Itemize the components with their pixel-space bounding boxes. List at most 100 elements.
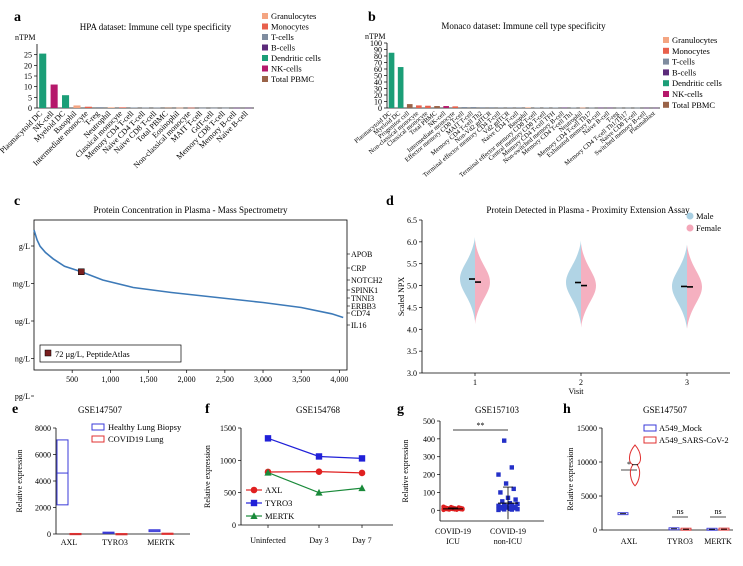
legend-label: COVID19 Lung bbox=[108, 434, 164, 444]
y-axis-label: Scaled NPX bbox=[397, 277, 406, 317]
legend-swatch bbox=[663, 58, 669, 65]
protein-marker-label: CD74 bbox=[351, 309, 370, 318]
bar bbox=[588, 107, 595, 109]
x-tick-label: 2,500 bbox=[216, 375, 234, 384]
bar bbox=[443, 106, 449, 108]
data-point bbox=[264, 435, 272, 442]
y-tick-label: 500 bbox=[423, 417, 435, 426]
bar bbox=[153, 107, 161, 109]
bar bbox=[643, 107, 650, 109]
chart-title: Protein Detected in Plasma - Proximity E… bbox=[486, 205, 690, 215]
y-tick-label: 10000 bbox=[577, 458, 597, 467]
y-tick-label: 5 bbox=[28, 93, 32, 102]
y-tick-label: pg/L bbox=[15, 392, 30, 401]
data-point bbox=[502, 502, 507, 508]
y-tick-label: 300 bbox=[423, 453, 435, 462]
bar bbox=[425, 105, 431, 108]
y-tick-label: 90 bbox=[374, 46, 382, 55]
panel-c-line-chart: Protein Concentration in Plasma - Mass S… bbox=[13, 205, 383, 401]
legend-swatch bbox=[262, 34, 268, 40]
x-tick-label: 2 bbox=[579, 378, 583, 387]
y-tick-label: 4.5 bbox=[407, 303, 417, 312]
data-point bbox=[500, 499, 505, 504]
x-tick-label: 2,000 bbox=[178, 375, 196, 384]
legend-swatch bbox=[663, 101, 669, 108]
bar bbox=[406, 104, 413, 108]
series-line bbox=[267, 437, 363, 459]
legend-label: NK-cells bbox=[271, 64, 302, 74]
x-tick-label: 4,000 bbox=[330, 375, 348, 384]
x-tick-label: AXL bbox=[621, 537, 638, 546]
legend-label: Male bbox=[696, 211, 714, 221]
legend-label: AXL bbox=[265, 485, 282, 495]
y-tick-label: 0 bbox=[47, 530, 51, 539]
significance-label: * bbox=[627, 460, 631, 469]
y-tick-label: 2000 bbox=[35, 504, 51, 513]
x-tick-label: 3,000 bbox=[254, 375, 272, 384]
violin-half bbox=[672, 244, 687, 329]
y-tick-label: 6.5 bbox=[407, 216, 417, 225]
y-tick-label: 5000 bbox=[581, 492, 597, 501]
legend-label: A549_SARS-CoV-2 bbox=[659, 435, 729, 445]
chart-title: GSE154768 bbox=[296, 405, 341, 415]
significance-label: ns bbox=[714, 507, 721, 516]
legend-swatch bbox=[663, 80, 669, 87]
x-tick-label: Day 3 bbox=[309, 536, 328, 545]
data-point bbox=[515, 501, 520, 507]
y-tick-label: 10 bbox=[374, 98, 382, 107]
y-tick-label: 500 bbox=[224, 489, 236, 498]
legend-label: Monocytes bbox=[672, 46, 710, 56]
bar bbox=[221, 107, 229, 109]
legend-label: Granulocytes bbox=[271, 11, 316, 21]
legend-swatch bbox=[262, 76, 268, 82]
bar bbox=[579, 107, 586, 109]
bar bbox=[164, 107, 172, 109]
bar bbox=[616, 107, 622, 109]
data-point bbox=[511, 486, 516, 492]
bar bbox=[84, 106, 92, 108]
panel-label-h: h bbox=[563, 402, 571, 417]
protein-marker-label: APOB bbox=[351, 250, 372, 259]
box bbox=[56, 439, 69, 506]
legend-label: Total PBMC bbox=[271, 74, 314, 84]
y-tick-label: 0 bbox=[431, 506, 435, 515]
bar bbox=[534, 107, 540, 109]
legend-swatch bbox=[686, 224, 694, 232]
legend-swatch bbox=[262, 23, 268, 30]
panel-b-bar-chart: Monaco dataset: Immune cell type specifi… bbox=[353, 21, 721, 179]
data-point bbox=[358, 469, 366, 477]
legend-label: T-cells bbox=[271, 32, 294, 42]
significance-label: ** bbox=[477, 421, 485, 430]
y-tick-label: 3.5 bbox=[407, 347, 417, 356]
panel-label-a: a bbox=[14, 10, 21, 25]
y-tick-label: 50 bbox=[374, 72, 382, 81]
legend-label: Dendritic cells bbox=[672, 78, 722, 88]
y-tick-label: 15000 bbox=[577, 424, 597, 433]
legend-label: Healthy Lung Biopsy bbox=[108, 422, 182, 432]
legend-swatch bbox=[686, 212, 694, 220]
y-tick-label: 0 bbox=[593, 526, 597, 535]
y-tick-label: 20 bbox=[374, 91, 382, 100]
protein-marker-label: TNNI3 bbox=[351, 294, 374, 303]
data-point bbox=[513, 497, 518, 502]
data-point bbox=[496, 507, 501, 513]
y-tick-label: 10 bbox=[24, 83, 32, 92]
bar bbox=[62, 95, 70, 108]
x-tick-label: AXL bbox=[61, 538, 78, 547]
legend-label: A549_Mock bbox=[659, 423, 703, 433]
data-point bbox=[502, 438, 507, 443]
bar bbox=[210, 107, 218, 109]
y-tick-label: 4000 bbox=[35, 477, 51, 486]
protein-marker-label: ERBB3 bbox=[351, 302, 376, 311]
chart-title: GSE147507 bbox=[643, 405, 688, 415]
bar bbox=[625, 107, 631, 109]
legend-marker bbox=[250, 486, 258, 494]
legend-swatch bbox=[262, 55, 268, 61]
x-tick-label: MERTK bbox=[147, 538, 175, 547]
highlight-legend-box bbox=[39, 344, 182, 363]
bar bbox=[552, 107, 559, 109]
y-tick-label: 30 bbox=[374, 85, 382, 94]
protein-marker-label: SPINK1 bbox=[351, 286, 378, 295]
bar bbox=[244, 107, 252, 109]
